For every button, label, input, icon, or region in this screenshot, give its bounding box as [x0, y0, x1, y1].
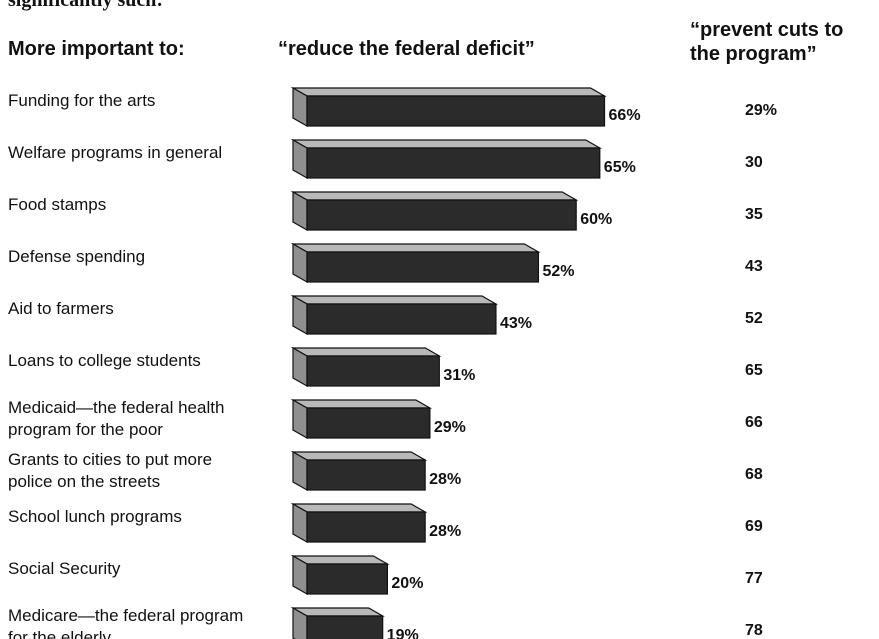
category-label: Defense spending [8, 247, 145, 266]
category-label: Funding for the arts [8, 91, 155, 110]
bar-top-face [290, 243, 541, 253]
bar-value-label: 60% [580, 211, 612, 228]
bar-top-face [290, 399, 433, 409]
bar [306, 511, 426, 543]
series-header-deficit: “reduce the federal deficit” [278, 38, 535, 60]
bar-value-label: 29% [434, 419, 466, 436]
prevent-cuts-value: 29% [745, 102, 777, 119]
bar [306, 407, 431, 439]
bar-top-face [290, 347, 442, 357]
bar-value-label: 52% [542, 263, 574, 280]
bar-top-face [290, 451, 428, 461]
bar-value-label: 19% [387, 627, 419, 639]
prevent-cuts-value: 78 [745, 622, 763, 639]
chart-row: Loans to college students 31% 65 [8, 346, 763, 388]
category-label: program for the poor [8, 420, 163, 439]
bar-value-label: 66% [609, 107, 641, 124]
bar [306, 303, 497, 335]
chart-row: Grants to cities to put more police on th… [8, 450, 763, 492]
chart-row: Medicare—the federal program for the elde… [8, 606, 763, 639]
category-label: Medicaid—the federal health [8, 398, 224, 417]
row-header: More important to: [8, 38, 185, 60]
bar [306, 199, 577, 231]
bar [306, 95, 606, 127]
bar-value-label: 28% [429, 523, 461, 540]
top-note: significantly such: [8, 0, 163, 11]
prevent-cuts-value: 68 [745, 466, 763, 483]
chart-row: Defense spending 52% 43 [8, 242, 763, 284]
bar [306, 459, 426, 491]
chart-row: Medicaid—the federal health program for t… [8, 398, 763, 440]
bar-top-face [290, 191, 579, 201]
category-label: Aid to farmers [8, 299, 114, 318]
category-label: Loans to college students [8, 351, 201, 370]
category-label: police on the streets [8, 472, 160, 491]
prevent-cuts-value: 77 [745, 570, 763, 587]
bar-top-face [290, 503, 428, 513]
category-label: for the elderly [8, 628, 111, 639]
bar [306, 563, 389, 595]
series-header-prevent-line1: “prevent cuts to [690, 19, 843, 41]
prevent-cuts-value: 30 [745, 154, 763, 171]
bar [306, 355, 440, 387]
prevent-cuts-value: 35 [745, 206, 763, 223]
bar-top-face [290, 295, 499, 305]
chart-row: School lunch programs 28% 69 [8, 502, 763, 544]
chart-row: Food stamps 60% 35 [8, 190, 763, 232]
prevent-cuts-value: 65 [745, 362, 763, 379]
bar-value-label: 20% [391, 575, 423, 592]
bar-value-label: 31% [443, 367, 475, 384]
bar [306, 615, 384, 639]
chart-row: Welfare programs in general 65% 30 [8, 138, 763, 180]
bar-value-label: 65% [604, 159, 636, 176]
category-label: Food stamps [8, 195, 106, 214]
category-label: Social Security [8, 559, 121, 578]
chart-row: Funding for the arts 66% 29% [8, 86, 777, 128]
bar-value-label: 43% [500, 315, 532, 332]
bar [306, 251, 540, 283]
bar-top-face [290, 139, 603, 149]
bar-top-face [290, 555, 390, 565]
bar-top-face [290, 87, 607, 97]
prevent-cuts-value: 69 [745, 518, 763, 535]
category-label: School lunch programs [8, 507, 182, 526]
category-label: Medicare—the federal program [8, 606, 243, 625]
bar-side-face [292, 606, 308, 639]
prevent-cuts-value: 43 [745, 258, 763, 275]
prevent-cuts-value: 52 [745, 310, 763, 327]
category-label: Grants to cities to put more [8, 450, 212, 469]
chart-row: Social Security 20% 77 [8, 554, 763, 596]
prevent-cuts-value: 66 [745, 414, 763, 431]
series-header-prevent-line2: the program” [690, 43, 817, 65]
bar [306, 147, 601, 179]
category-label: Welfare programs in general [8, 143, 222, 162]
bar-top-face [290, 607, 385, 617]
chart-rows: Funding for the arts 66% 29% Welfare progra… [8, 86, 777, 639]
bar-value-label: 28% [429, 471, 461, 488]
chart-row: Aid to farmers 43% 52 [8, 294, 763, 336]
